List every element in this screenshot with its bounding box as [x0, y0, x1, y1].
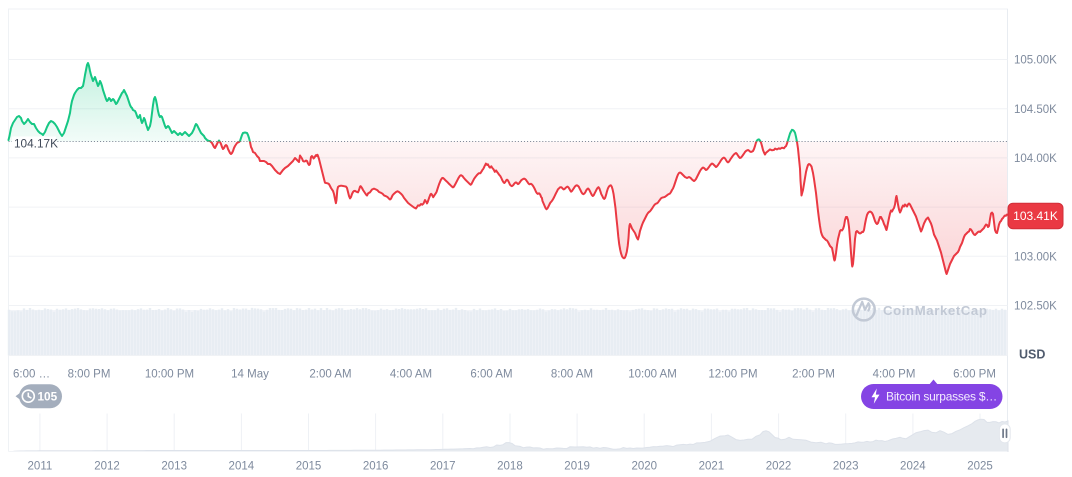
- svg-text:2019: 2019: [564, 460, 590, 472]
- svg-text:8:00 PM: 8:00 PM: [68, 368, 111, 380]
- svg-text:14 May: 14 May: [231, 368, 269, 380]
- svg-text:8:00 AM: 8:00 AM: [551, 368, 593, 380]
- svg-text:2:00 PM: 2:00 PM: [792, 368, 835, 380]
- svg-text:2018: 2018: [497, 460, 523, 472]
- svg-text:2023: 2023: [833, 460, 859, 472]
- svg-text:4:00 AM: 4:00 AM: [390, 368, 432, 380]
- svg-text:2015: 2015: [296, 460, 322, 472]
- svg-text:4:00 PM: 4:00 PM: [873, 368, 916, 380]
- svg-text:2011: 2011: [28, 460, 53, 472]
- svg-text:2:00 AM: 2:00 AM: [309, 368, 351, 380]
- svg-text:105.00K: 105.00K: [1014, 55, 1057, 67]
- svg-text:2025: 2025: [967, 460, 993, 472]
- svg-text:102.50K: 102.50K: [1014, 301, 1057, 313]
- svg-text:2016: 2016: [363, 460, 389, 472]
- svg-text:2012: 2012: [94, 460, 120, 472]
- svg-text:10:00 PM: 10:00 PM: [145, 368, 194, 380]
- svg-text:12:00 PM: 12:00 PM: [708, 368, 757, 380]
- svg-text:Bitcoin surpasses $…: Bitcoin surpasses $…: [886, 390, 997, 404]
- svg-text:2013: 2013: [161, 460, 187, 472]
- svg-text:USD: USD: [1019, 348, 1045, 362]
- svg-text:CoinMarketCap: CoinMarketCap: [883, 303, 988, 318]
- svg-text:6:00 PM: 6:00 PM: [953, 368, 996, 380]
- svg-text:6:00 …: 6:00 …: [13, 368, 50, 380]
- svg-text:2014: 2014: [229, 460, 255, 472]
- svg-text:2020: 2020: [631, 460, 657, 472]
- svg-text:104.00K: 104.00K: [1014, 153, 1057, 165]
- svg-text:104.17K: 104.17K: [14, 137, 58, 151]
- svg-text:2017: 2017: [430, 460, 456, 472]
- svg-text:2024: 2024: [900, 460, 926, 472]
- svg-text:6:00 AM: 6:00 AM: [470, 368, 512, 380]
- svg-text:103.41K: 103.41K: [1013, 209, 1058, 223]
- svg-text:103.00K: 103.00K: [1014, 252, 1057, 264]
- svg-text:2021: 2021: [699, 460, 725, 472]
- svg-text:104.50K: 104.50K: [1014, 104, 1057, 116]
- svg-text:10:00 AM: 10:00 AM: [628, 368, 677, 380]
- svg-text:105: 105: [38, 390, 58, 404]
- svg-text:2022: 2022: [766, 460, 792, 472]
